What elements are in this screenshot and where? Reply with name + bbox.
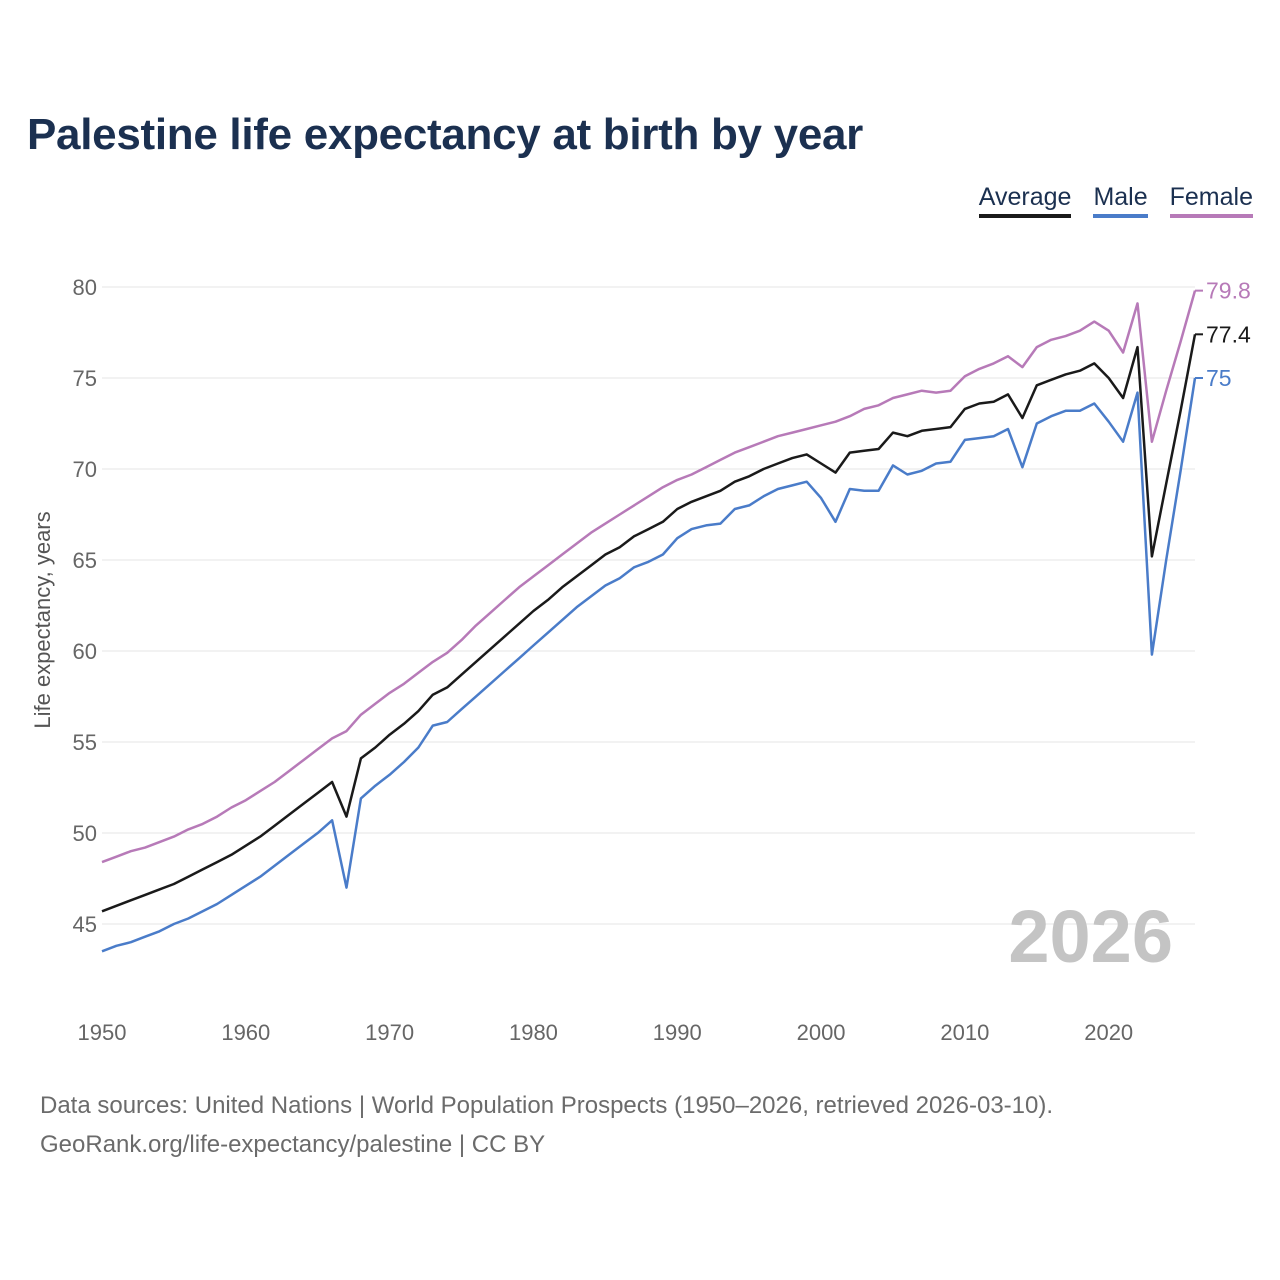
x-tick-label: 2020: [1084, 1020, 1133, 1045]
x-tick-label: 1990: [653, 1020, 702, 1045]
legend: Average Male Female: [978, 183, 1253, 218]
footer: Data sources: United Nations | World Pop…: [40, 1086, 1053, 1164]
series-line-average: [101, 334, 1197, 913]
chart-title: Palestine life expectancy at birth by ye…: [27, 110, 863, 159]
series-line-female: [101, 290, 1197, 864]
y-tick-label: 50: [73, 821, 97, 846]
y-tick-label: 45: [73, 912, 97, 937]
legend-female[interactable]: Female: [1169, 183, 1253, 218]
end-label-male: 75: [1206, 365, 1232, 391]
data-sources: Data sources: United Nations | World Pop…: [40, 1092, 1054, 1119]
legend-average[interactable]: Average: [978, 183, 1072, 218]
y-tick-label: 75: [73, 366, 97, 391]
x-tick-label: 1970: [365, 1020, 414, 1045]
series-line-male: [101, 377, 1197, 953]
source-link[interactable]: GeoRank.org/life-expectancy/palestine | …: [40, 1131, 546, 1158]
x-tick-label: 1980: [509, 1020, 558, 1045]
y-tick-label: 70: [73, 457, 97, 482]
x-tick-label: 1950: [78, 1020, 127, 1045]
y-tick-label: 55: [73, 730, 97, 755]
y-tick-label: 80: [73, 275, 97, 300]
y-axis-label: Life expectancy, years: [30, 511, 55, 728]
year-watermark: 2026: [1008, 895, 1173, 978]
end-label-average: 77.4: [1206, 321, 1251, 347]
y-tick-label: 60: [73, 639, 97, 664]
x-tick-label: 2000: [797, 1020, 846, 1045]
y-tick-label: 65: [73, 548, 97, 573]
end-label-female: 79.8: [1206, 278, 1251, 304]
legend-male[interactable]: Male: [1093, 183, 1148, 218]
x-tick-label: 2010: [940, 1020, 989, 1045]
x-tick-label: 1960: [221, 1020, 270, 1045]
